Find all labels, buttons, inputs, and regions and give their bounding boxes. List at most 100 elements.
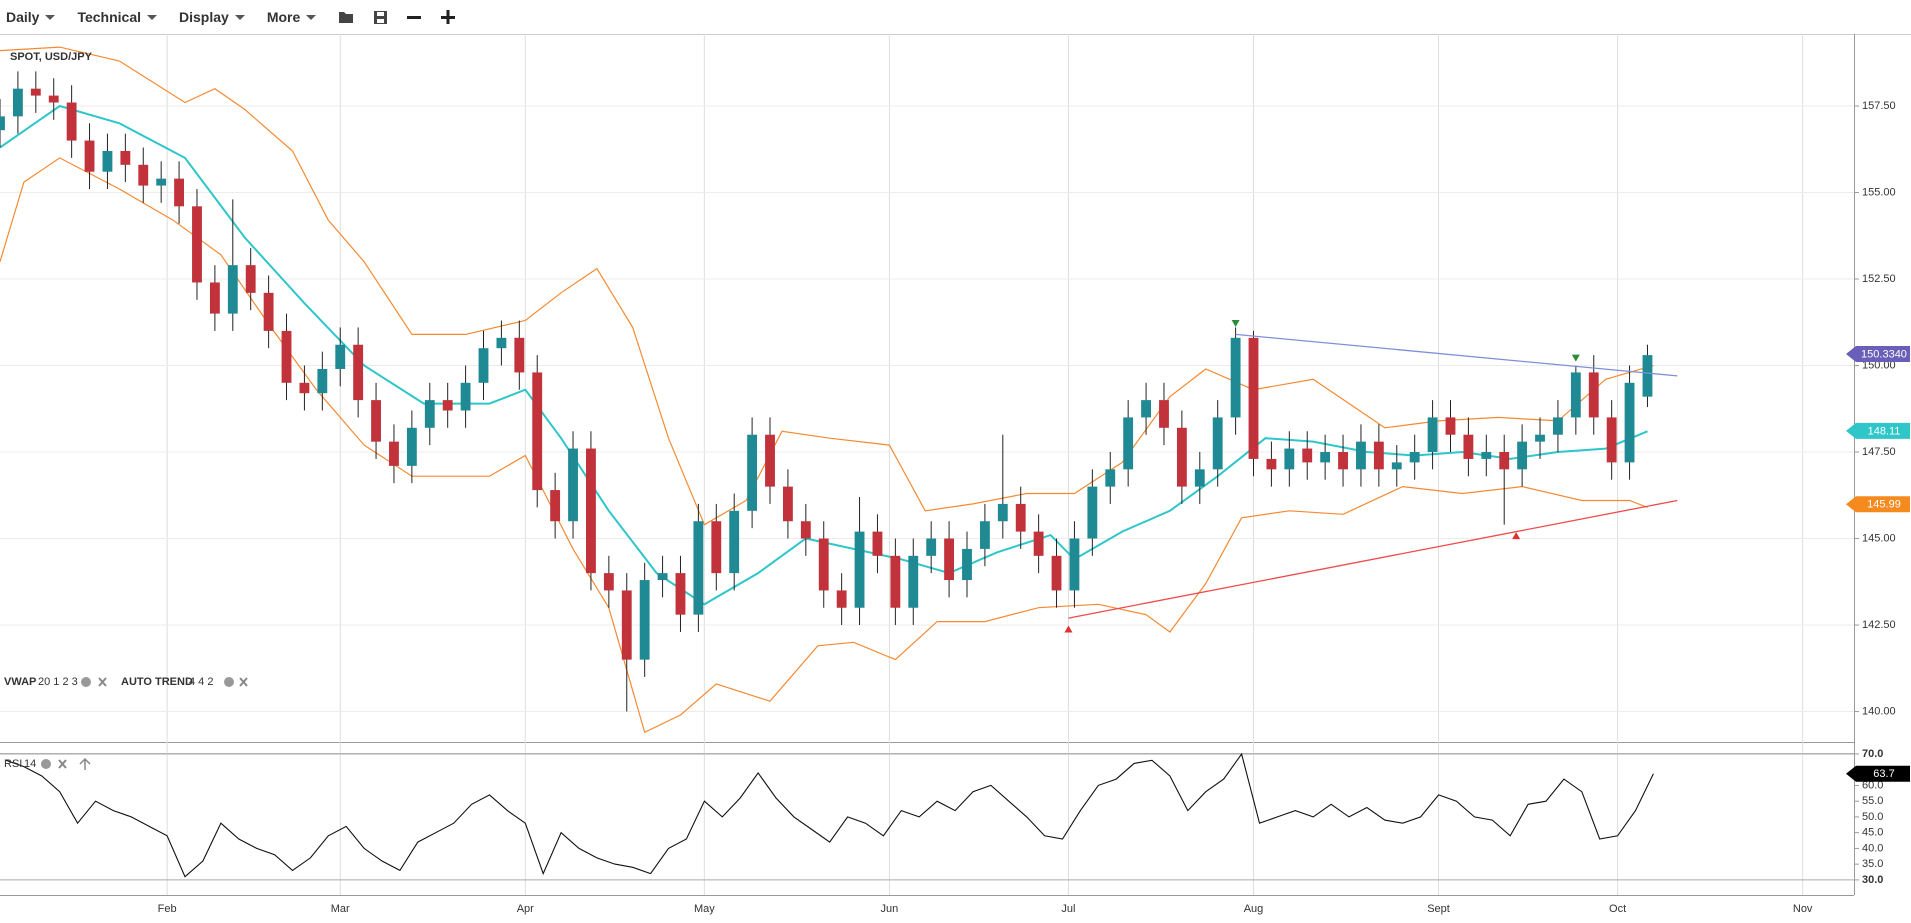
candle-body	[353, 344, 364, 401]
y-tick-label: 30.0	[1862, 874, 1883, 886]
move-up-icon[interactable]	[79, 757, 91, 770]
rsi-params: 14	[24, 758, 36, 770]
candle-body	[478, 348, 489, 383]
trend-line	[1235, 333, 1678, 377]
candle-body	[514, 337, 525, 373]
candle-body	[1033, 531, 1044, 556]
y-tick-label: 142.50	[1862, 619, 1896, 631]
candle-body	[12, 88, 23, 117]
candle-body	[1356, 441, 1366, 470]
candle-body	[156, 178, 167, 186]
candle-body	[1248, 337, 1259, 459]
candle-body	[711, 521, 722, 574]
x-tick-label: Mar	[331, 903, 350, 915]
menu-more[interactable]: More	[267, 9, 317, 25]
close-icon[interactable]	[98, 677, 107, 687]
band-line	[0, 157, 1648, 734]
candle-body	[1624, 382, 1635, 463]
candle-body	[66, 102, 77, 141]
candle-body	[1570, 372, 1581, 418]
x-tick-label: Feb	[158, 903, 177, 915]
save-button[interactable]	[366, 3, 394, 31]
indicator-params: 4 4 2	[189, 676, 213, 688]
y-tick-label: 50.0	[1862, 811, 1883, 823]
signal-marker	[1571, 354, 1580, 362]
candle-body	[1427, 417, 1438, 453]
candle-body	[800, 521, 811, 539]
close-icon[interactable]	[58, 759, 67, 769]
candle-body	[603, 573, 614, 591]
candle-body	[657, 573, 668, 581]
menu-label: Technical	[77, 9, 142, 25]
candle-body	[1338, 452, 1348, 470]
price-flag	[1846, 765, 1910, 782]
candle-body	[1230, 337, 1241, 418]
price-flag	[1846, 422, 1910, 439]
candle-body	[621, 590, 632, 660]
x-tick-label: Oct	[1609, 903, 1626, 915]
candle-body	[1051, 555, 1062, 591]
candle-body	[192, 206, 202, 283]
candle-body	[317, 368, 328, 394]
candle-body	[1123, 417, 1134, 470]
y-tick-label: 155.00	[1862, 186, 1896, 198]
candle-body	[442, 400, 453, 411]
candle-body	[245, 265, 256, 293]
candle-body	[979, 521, 990, 549]
zoom-in-button[interactable]	[434, 3, 462, 31]
candle-body	[568, 448, 578, 522]
band-line	[0, 46, 1654, 526]
candle-body	[782, 486, 793, 522]
price-flag-label: 63.7	[1873, 768, 1894, 780]
menu-daily[interactable]: Daily	[6, 9, 56, 25]
candle-body	[1266, 458, 1277, 470]
open-button[interactable]	[332, 3, 360, 31]
close-icon[interactable]	[239, 677, 248, 687]
candle-body	[818, 538, 829, 591]
y-tick-label: 152.50	[1862, 273, 1896, 285]
settings-icon[interactable]	[81, 677, 91, 687]
candle-body	[1069, 538, 1080, 591]
y-tick-label: 55.0	[1862, 795, 1883, 807]
candle-body	[1141, 400, 1151, 418]
menu-technical[interactable]: Technical	[77, 9, 158, 25]
menu-display[interactable]: Display	[179, 9, 245, 25]
candle-body	[1212, 417, 1223, 470]
candle-body	[693, 521, 704, 615]
candle-body	[729, 510, 740, 574]
plot	[0, 46, 1678, 734]
candle-body	[138, 164, 149, 186]
y-tick-label: 60.0	[1862, 779, 1883, 791]
candle-body	[335, 344, 346, 369]
x-tick-label: Apr	[517, 903, 534, 915]
candle-body	[1159, 400, 1169, 428]
candle-body	[1606, 417, 1617, 463]
candle-body	[997, 503, 1008, 522]
y-tick-label: 145.00	[1862, 532, 1896, 544]
price-flag	[1846, 345, 1910, 362]
candle-body	[532, 372, 543, 491]
candle-body	[962, 548, 972, 581]
x-tick-label: Nov	[1793, 903, 1813, 915]
candle-body	[389, 441, 399, 466]
candle-body	[1535, 434, 1545, 442]
price-flag-label: 148.11	[1868, 425, 1901, 437]
y-tick-label: 147.50	[1862, 446, 1896, 458]
candle-body	[1087, 486, 1098, 539]
candle-body	[1481, 452, 1492, 459]
candle-body	[299, 382, 310, 394]
y-tick-label: 157.50	[1862, 100, 1896, 112]
signal-marker	[1064, 625, 1073, 633]
y-tick-label: 45.0	[1862, 827, 1883, 839]
chart-title: SPOT, USD/JPY	[10, 51, 93, 63]
y-tick-label: 140.00	[1862, 705, 1896, 717]
zoom-out-button[interactable]	[400, 3, 428, 31]
settings-icon[interactable]	[224, 677, 234, 687]
rsi-plot	[5, 752, 1654, 878]
candle-body	[926, 538, 937, 556]
grid	[0, 34, 1854, 895]
x-tick-label: Jul	[1061, 903, 1075, 915]
settings-icon[interactable]	[41, 759, 51, 769]
